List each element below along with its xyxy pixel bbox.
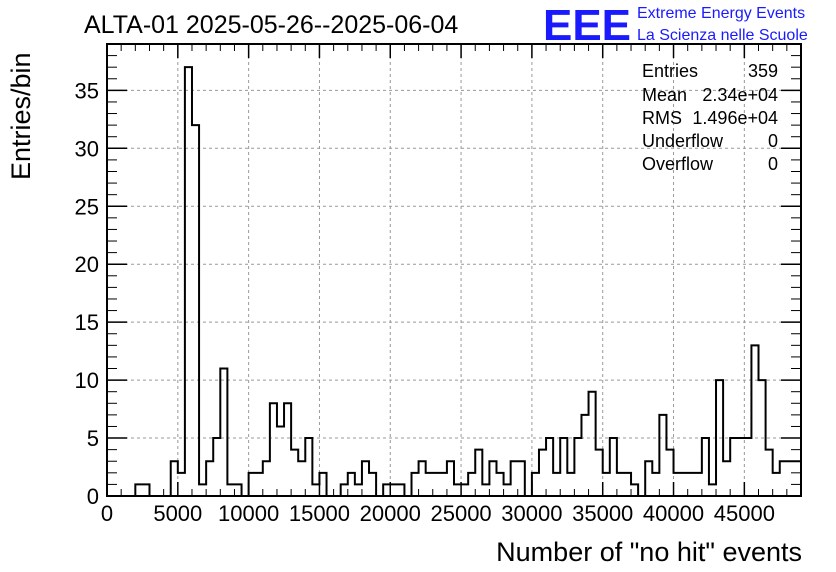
eee-logo: EEE Extreme Energy Events La Scienza nel…: [543, 1, 808, 50]
plot-frame: [106, 43, 802, 497]
svg-text:Extreme Energy Events: Extreme Energy Events: [637, 5, 805, 22]
stats-box: Entries 359 Mean 2.34e+04 RMS 1.496e+04 …: [642, 61, 778, 174]
chart-title: ALTA-01 2025-05-26--2025-06-04: [84, 11, 458, 39]
stat-value-overflow: 0: [768, 154, 778, 174]
x-tick-label: 25000: [430, 501, 491, 526]
x-tick-label: 0: [101, 501, 113, 526]
svg-text:La Scienza nelle Scuole: La Scienza nelle Scuole: [637, 27, 808, 44]
axis-ticks: 0 5000 10000 15000 20000 25000 30000 35000 40000…: [75, 43, 802, 526]
x-axis-title: Number of "no hit" events: [496, 537, 802, 567]
stat-value-underflow: 0: [768, 131, 778, 151]
stat-label-underflow: Underflow: [642, 131, 724, 151]
stat-value-rms: 1.496e+04: [692, 108, 778, 128]
stat-label-overflow: Overflow: [642, 154, 714, 174]
x-tick-label: 35000: [572, 501, 633, 526]
y-tick-label: 15: [75, 310, 99, 335]
x-tick-label: 15000: [289, 501, 350, 526]
y-axis-title: Entries/bin: [6, 52, 36, 180]
svg-text:EEE: EEE: [543, 1, 631, 50]
stat-label-entries: Entries: [642, 61, 698, 81]
y-tick-label: 10: [75, 368, 99, 393]
stat-label-mean: Mean: [642, 85, 687, 105]
x-tick-label: 45000: [714, 501, 775, 526]
y-tick-label: 20: [75, 252, 99, 277]
x-tick-label: 5000: [153, 501, 202, 526]
stat-value-mean: 2.34e+04: [702, 85, 778, 105]
y-tick-label: 5: [87, 426, 99, 451]
y-tick-label: 25: [75, 194, 99, 219]
x-tick-label: 30000: [501, 501, 562, 526]
stat-value-entries: 359: [748, 61, 778, 81]
x-tick-label: 40000: [643, 501, 704, 526]
y-tick-label: 0: [87, 484, 99, 509]
x-tick-label: 20000: [360, 501, 421, 526]
y-tick-label: 35: [75, 78, 99, 103]
grid-lines: [107, 44, 801, 496]
x-tick-label: 10000: [218, 501, 279, 526]
y-tick-label: 30: [75, 136, 99, 161]
stat-label-rms: RMS: [642, 108, 682, 128]
